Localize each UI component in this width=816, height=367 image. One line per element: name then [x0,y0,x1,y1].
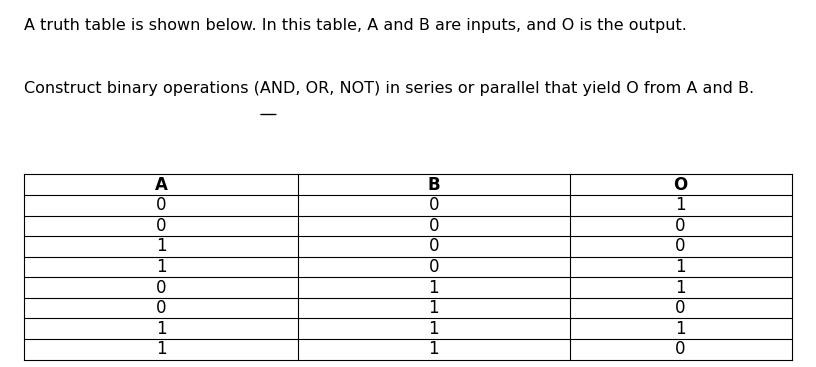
Text: 1: 1 [156,340,166,358]
Text: 1: 1 [156,258,166,276]
Text: 0: 0 [156,299,166,317]
Text: 0: 0 [676,340,685,358]
Text: 0: 0 [428,217,439,235]
Text: 1: 1 [675,196,686,214]
Text: 1: 1 [428,320,439,338]
Text: A truth table is shown below. In this table, A and B are inputs, and O is the ou: A truth table is shown below. In this ta… [24,18,687,33]
Text: 0: 0 [156,279,166,297]
Text: Construct binary operations (AND, OR, NOT) in series or parallel that yield O fr: Construct binary operations (AND, OR, NO… [24,81,755,96]
Text: B: B [428,176,440,194]
Text: 1: 1 [675,258,686,276]
Text: 1: 1 [156,320,166,338]
Text: 1: 1 [156,237,166,255]
Text: 0: 0 [676,217,685,235]
Text: 1: 1 [428,279,439,297]
Text: 0: 0 [676,237,685,255]
Text: 0: 0 [156,217,166,235]
Text: 1: 1 [428,299,439,317]
Text: 1: 1 [675,320,686,338]
Text: A: A [155,176,167,194]
Text: 0: 0 [428,258,439,276]
Text: O: O [673,176,688,194]
Text: 1: 1 [675,279,686,297]
Text: 0: 0 [428,237,439,255]
Text: 1: 1 [428,340,439,358]
Text: 0: 0 [676,299,685,317]
Text: 0: 0 [156,196,166,214]
Text: 0: 0 [428,196,439,214]
